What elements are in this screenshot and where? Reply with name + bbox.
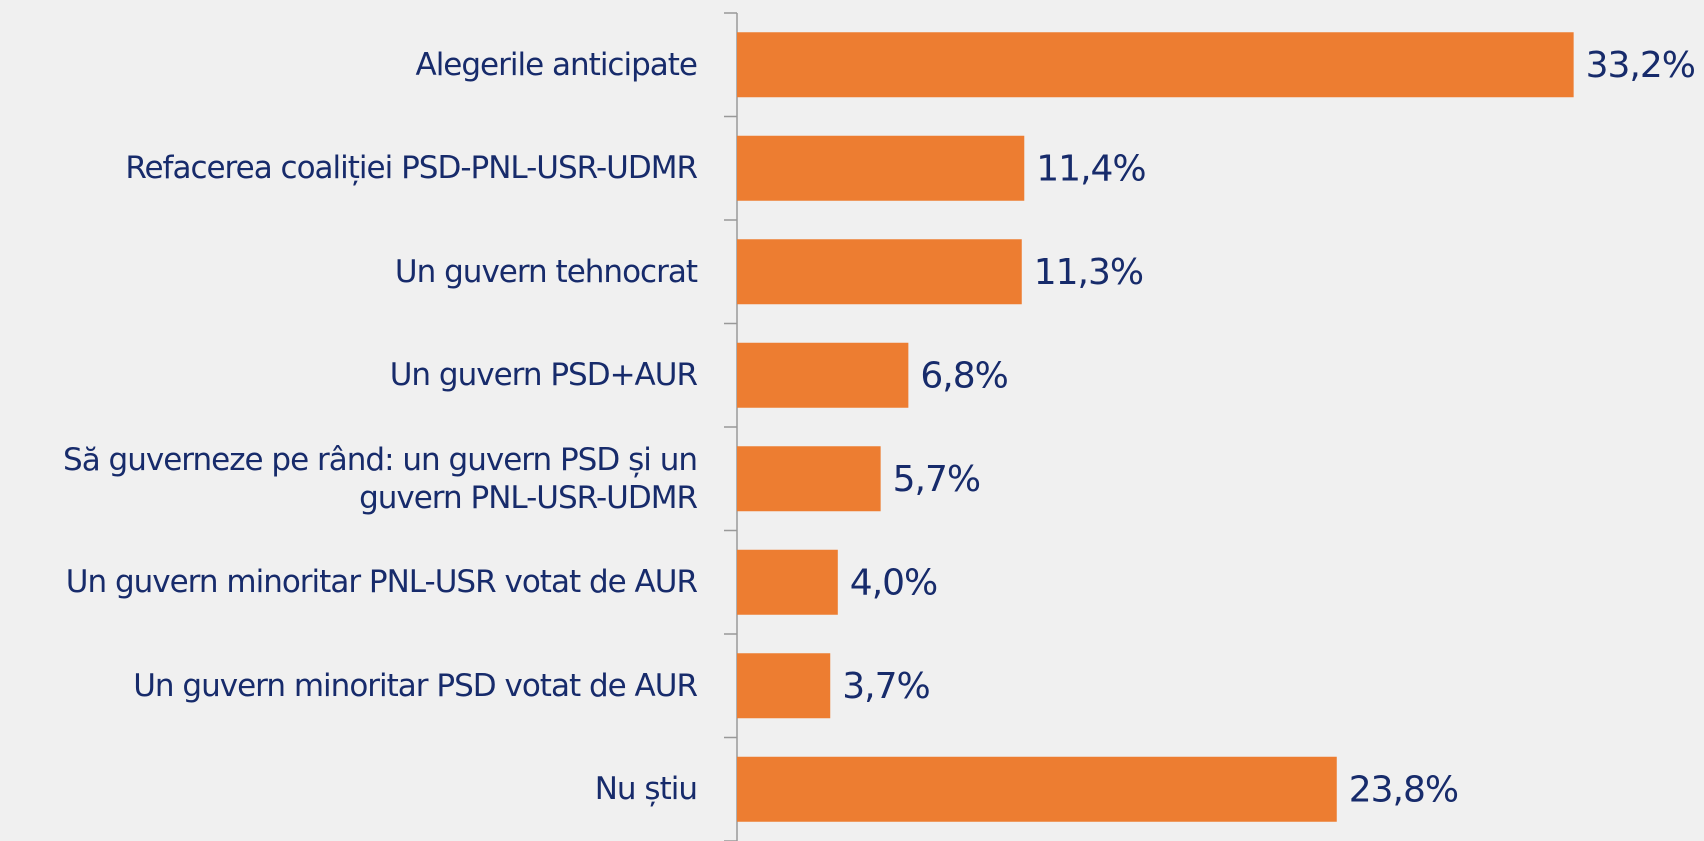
value-label: 11,4% — [1036, 148, 1145, 189]
bar — [737, 32, 1574, 98]
bar — [737, 342, 909, 408]
value-label: 23,8% — [1349, 769, 1458, 810]
value-label: 6,8% — [920, 355, 1007, 396]
category-label: Un guvern tehnocrat — [394, 253, 698, 290]
category-label: Un guvern minoritar PSD votat de AUR — [133, 667, 698, 704]
category-label: Refacerea coaliției PSD-PNL-USR-UDMR — [125, 150, 698, 187]
value-label: 5,7% — [893, 459, 980, 500]
bar — [737, 135, 1025, 201]
category-label: Alegerile anticipate — [415, 46, 698, 83]
bar — [737, 239, 1022, 305]
value-label: 11,3% — [1034, 252, 1143, 293]
value-label: 33,2% — [1586, 45, 1695, 86]
category-label: Un guvern minoritar PNL-USR votat de AUR — [65, 564, 698, 601]
bar — [737, 653, 831, 719]
value-label: 3,7% — [842, 666, 929, 707]
bar — [737, 756, 1337, 822]
category-label: Un guvern PSD+AUR — [389, 357, 698, 394]
value-label: 4,0% — [850, 562, 937, 603]
category-label: Nu știu — [594, 771, 698, 808]
bar — [737, 549, 838, 615]
category-label: Să guverneze pe rând: un guvern PSD și u… — [63, 441, 698, 516]
bar — [737, 446, 881, 512]
